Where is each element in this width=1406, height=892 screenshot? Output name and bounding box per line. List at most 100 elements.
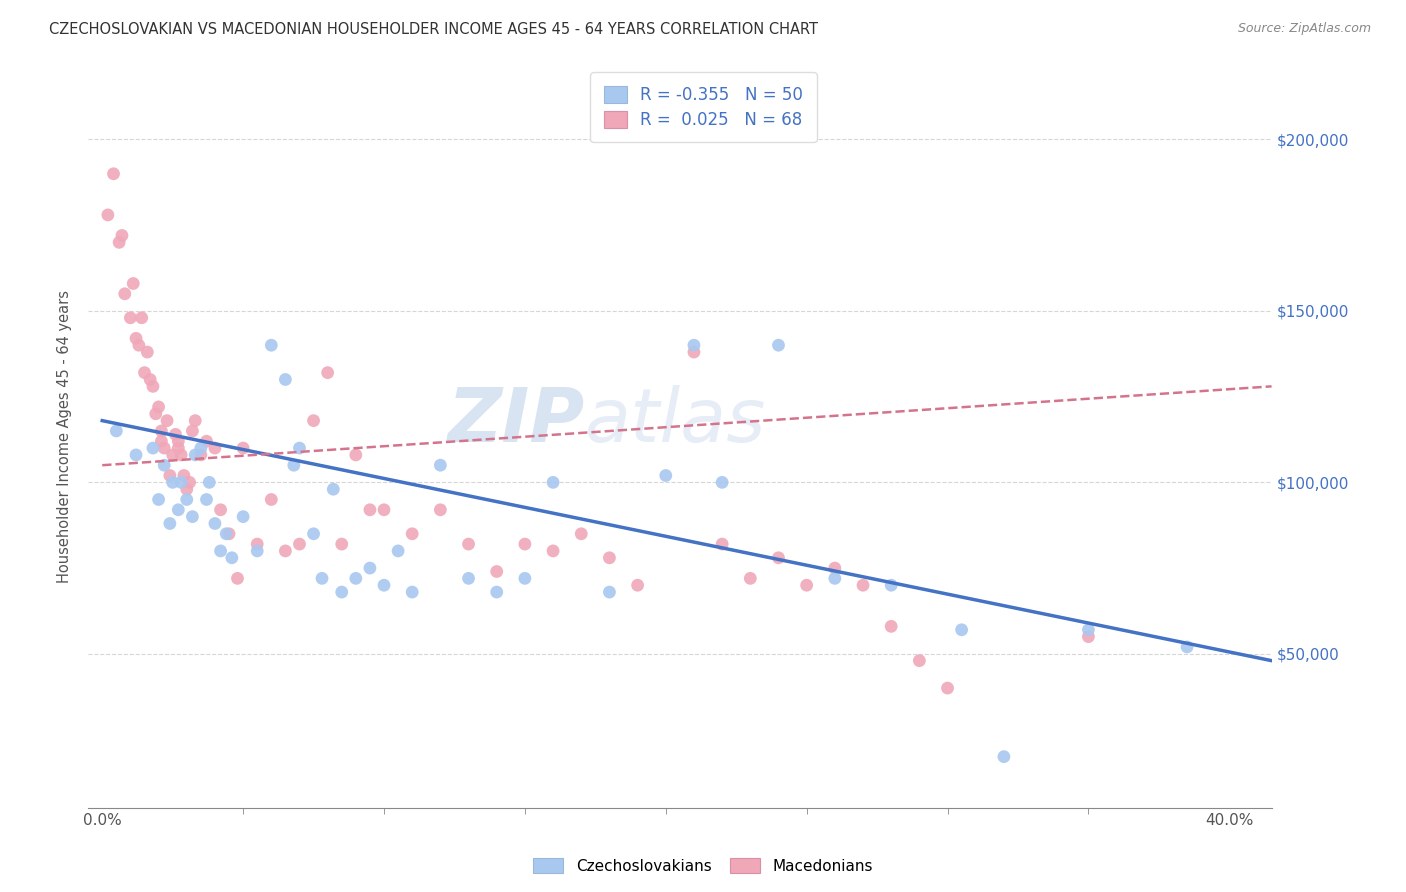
Point [221,550,243,565]
Point [401,585,423,599]
Point [190,448,212,462]
Point [148,400,170,414]
Point [142,379,165,393]
Point [373,503,395,517]
Point [176,482,198,496]
Point [179,475,201,490]
Point [457,537,479,551]
Point [150,424,173,438]
Point [105,424,128,438]
Point [209,544,232,558]
Point [142,441,165,455]
Point [401,526,423,541]
Y-axis label: Householder Income Ages 45 - 64 years: Householder Income Ages 45 - 64 years [58,290,72,582]
Text: ZIP: ZIP [449,384,585,458]
Point [134,366,156,380]
Point [122,277,145,291]
Point [114,286,136,301]
Point [387,544,409,558]
Point [711,475,734,490]
Point [260,338,283,352]
Point [120,310,142,325]
Point [246,544,269,558]
Point [167,441,190,455]
Point [880,578,903,592]
Point [97,208,120,222]
Point [274,372,297,386]
Point [288,441,311,455]
Point [768,338,790,352]
Point [302,526,325,541]
Legend: R = -0.355   N = 50, R =  0.025   N = 68: R = -0.355 N = 50, R = 0.025 N = 68 [591,72,817,142]
Point [373,578,395,592]
Point [181,509,204,524]
Point [330,585,353,599]
Point [136,345,159,359]
Point [204,516,226,531]
Point [740,571,762,585]
Point [125,448,148,462]
Point [429,458,451,473]
Point [128,338,150,352]
Point [683,345,706,359]
Point [184,414,207,428]
Point [150,434,173,449]
Point [359,503,381,517]
Point [131,310,153,325]
Point [145,407,167,421]
Point [344,571,367,585]
Point [209,503,232,517]
Point [111,228,134,243]
Text: atlas: atlas [585,385,766,458]
Point [176,492,198,507]
Point [108,235,131,250]
Point [824,561,846,575]
Point [125,331,148,345]
Point [170,448,193,462]
Point [195,492,218,507]
Point [218,526,240,541]
Point [167,503,190,517]
Point [195,434,218,449]
Point [457,571,479,585]
Point [165,427,187,442]
Point [569,526,592,541]
Point [184,448,207,462]
Point [626,578,648,592]
Point [215,526,238,541]
Point [260,492,283,507]
Point [322,482,344,496]
Point [139,372,162,386]
Point [302,414,325,428]
Point [153,458,176,473]
Point [162,475,184,490]
Point [359,561,381,575]
Point [226,571,249,585]
Point [768,550,790,565]
Point [1175,640,1198,654]
Legend: Czechoslovakians, Macedonians: Czechoslovakians, Macedonians [527,852,879,880]
Point [513,537,536,551]
Point [598,550,620,565]
Point [1077,623,1099,637]
Point [311,571,333,585]
Point [711,537,734,551]
Point [159,516,181,531]
Point [156,414,179,428]
Point [170,475,193,490]
Text: CZECHOSLOVAKIAN VS MACEDONIAN HOUSEHOLDER INCOME AGES 45 - 64 YEARS CORRELATION : CZECHOSLOVAKIAN VS MACEDONIAN HOUSEHOLDE… [49,22,818,37]
Point [908,654,931,668]
Point [330,537,353,551]
Point [274,544,297,558]
Point [344,448,367,462]
Point [198,475,221,490]
Point [246,537,269,551]
Point [683,338,706,352]
Point [159,468,181,483]
Point [993,749,1015,764]
Point [153,441,176,455]
Point [173,468,195,483]
Point [103,167,125,181]
Point [485,585,508,599]
Point [429,503,451,517]
